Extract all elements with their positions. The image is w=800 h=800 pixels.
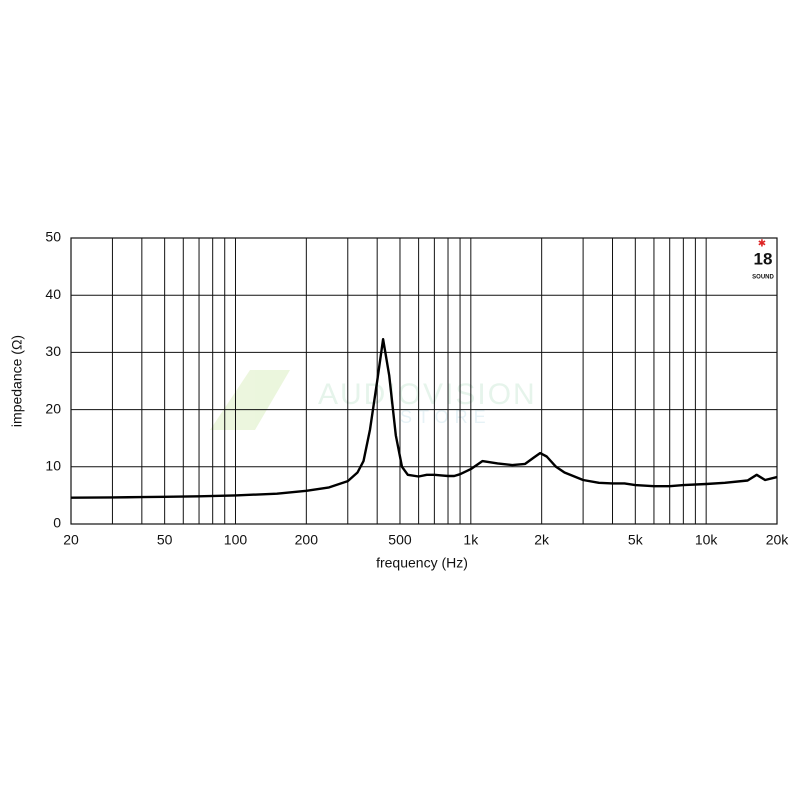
x-tick-label: 10k [695,532,719,548]
y-tick-label: 0 [53,515,61,531]
y-tick-label: 20 [45,400,61,416]
y-tick-label: 10 [45,458,61,474]
logo-star: ✱ [758,239,766,250]
impedance-line [70,338,778,499]
y-tick-label: 40 [45,286,61,302]
x-tick-label: 20 [63,532,79,548]
x-tick-label: 5k [628,532,644,548]
x-tick-label: 50 [157,532,173,548]
watermark-text: AUDIOVISION [318,378,537,411]
x-tick-label: 100 [224,532,248,548]
watermark-icon [210,370,290,430]
plot-frame [70,237,778,525]
y-axis-label: impedance (Ω) [9,335,25,427]
logo: ✱ 18 SOUND [752,239,774,281]
x-tick-label: 1k [463,532,479,548]
watermark: AUDIOVISION STORE [210,370,537,430]
watermark-text: STORE [400,407,492,427]
x-tick-label: 500 [388,532,412,548]
x-tick-label: 200 [295,532,319,548]
logo-number: 18 [754,249,773,268]
x-axis-label: frequency (Hz) [376,555,468,571]
y-tick-label: 50 [45,229,61,245]
x-tick-label: 2k [534,532,550,548]
y-tick-label: 30 [45,343,61,359]
logo-name: SOUND [752,275,774,281]
x-tick-label: 20k [766,532,790,548]
